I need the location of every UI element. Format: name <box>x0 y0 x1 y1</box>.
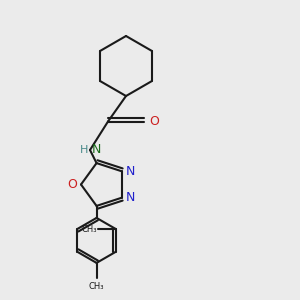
Text: N: N <box>125 165 135 178</box>
Text: O: O <box>149 115 159 128</box>
Text: CH₃: CH₃ <box>81 225 97 234</box>
Text: N: N <box>92 142 101 156</box>
Text: N: N <box>125 191 135 204</box>
Text: H: H <box>80 145 88 155</box>
Text: O: O <box>68 178 77 191</box>
Text: CH₃: CH₃ <box>89 282 104 291</box>
